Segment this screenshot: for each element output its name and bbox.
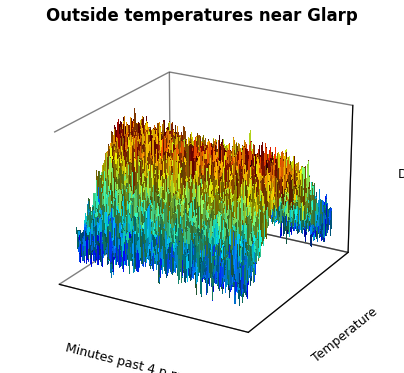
Title: Outside temperatures near Glarp: Outside temperatures near Glarp: [46, 7, 358, 25]
Y-axis label: Temperature: Temperature: [310, 306, 380, 366]
X-axis label: Minutes past 4 p.m: Minutes past 4 p.m: [64, 341, 184, 373]
